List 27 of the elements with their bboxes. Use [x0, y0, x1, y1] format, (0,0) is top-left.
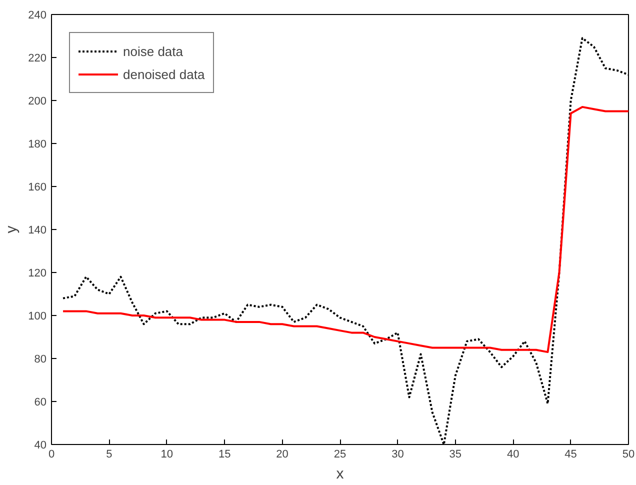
x-tick-label: 30 — [392, 448, 404, 460]
y-tick-label: 160 — [28, 182, 47, 194]
y-tick-label: 100 — [28, 310, 47, 322]
line-series — [62, 106, 628, 354]
y-tick-label: 220 — [28, 52, 47, 64]
x-axis-title: x — [336, 466, 344, 482]
y-tick-label: 80 — [34, 354, 47, 366]
x-tick-label: 15 — [218, 448, 231, 460]
y-tick-label: 140 — [28, 224, 47, 236]
x-tick-label: 5 — [106, 448, 112, 460]
x-tick-label: 10 — [160, 448, 174, 460]
y-tick-label: 180 — [28, 138, 47, 150]
x-tick-label: 45 — [564, 448, 577, 460]
x-tick-label: 40 — [506, 448, 520, 460]
x-tick-label: 20 — [276, 448, 288, 460]
x-tick-label: 25 — [334, 448, 346, 460]
x-tick-label: 0 — [48, 448, 55, 460]
y-tick-label: 200 — [28, 96, 47, 108]
x-tick-label: 35 — [449, 448, 462, 460]
y-tick-label: 40 — [34, 440, 47, 452]
y-tick-label: 60 — [34, 396, 47, 408]
legend-label: denoised data — [123, 66, 205, 82]
legend-label: noise data — [123, 44, 183, 58]
y-tick-label: 240 — [28, 10, 47, 22]
x-tick-label: 50 — [622, 448, 635, 460]
y-tick-label: 120 — [28, 268, 47, 280]
y-axis-title: y — [3, 225, 20, 234]
